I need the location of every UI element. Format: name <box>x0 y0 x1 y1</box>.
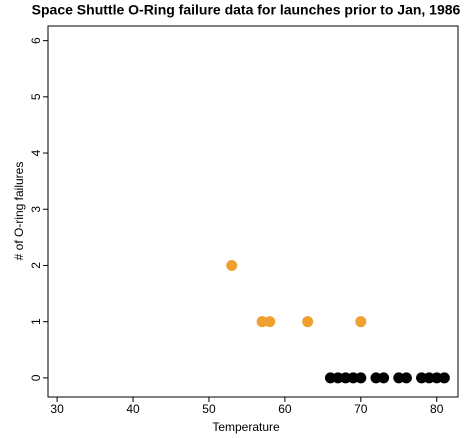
x-tick-label: 40 <box>126 402 140 416</box>
y-tick-label: 5 <box>29 93 43 100</box>
x-tick-label: 30 <box>50 402 64 416</box>
point <box>264 316 276 328</box>
x-tick-label: 60 <box>278 402 292 416</box>
point <box>438 372 450 384</box>
point <box>256 316 268 328</box>
y-tick-label: 3 <box>29 206 43 213</box>
point <box>393 372 405 384</box>
y-tick-label: 2 <box>29 262 43 269</box>
point <box>423 372 435 384</box>
chart-title: Space Shuttle O-Ring failure data for la… <box>32 2 461 18</box>
y-tick-label: 4 <box>29 149 43 156</box>
y-tick-label: 1 <box>29 318 43 325</box>
y-axis-label: # of O-ring failures <box>12 162 26 261</box>
point <box>332 372 344 384</box>
point <box>355 316 367 328</box>
point <box>370 372 382 384</box>
x-tick-label: 50 <box>202 402 216 416</box>
y-tick-label: 0 <box>29 374 43 381</box>
point <box>324 372 336 384</box>
point <box>347 372 359 384</box>
point <box>226 259 238 271</box>
point <box>400 372 412 384</box>
y-tick-label: 6 <box>29 37 43 44</box>
x-tick-label: 70 <box>354 402 368 416</box>
point <box>416 372 428 384</box>
point <box>431 372 443 384</box>
point <box>378 372 390 384</box>
plot-frame <box>47 25 459 398</box>
point <box>340 372 352 384</box>
point <box>302 316 314 328</box>
x-tick-label: 80 <box>430 402 444 416</box>
point <box>355 372 367 384</box>
x-axis-label: Temperature <box>212 420 280 434</box>
